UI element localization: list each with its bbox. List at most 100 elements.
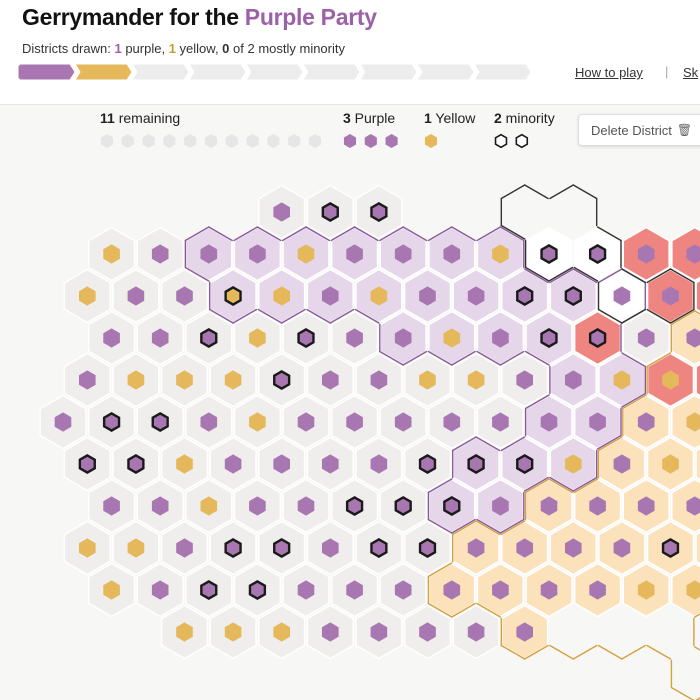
board-cell[interactable] <box>622 226 670 282</box>
board-cell[interactable] <box>428 226 476 282</box>
board-cell[interactable] <box>63 436 111 492</box>
board-cell[interactable] <box>573 310 622 366</box>
board-cell[interactable] <box>160 268 209 324</box>
board-cell[interactable] <box>452 604 500 660</box>
board-cell[interactable] <box>306 436 354 492</box>
board-cell[interactable] <box>355 352 403 408</box>
board-cell[interactable] <box>185 562 233 618</box>
board-cell[interactable] <box>598 520 646 576</box>
board-cell[interactable] <box>403 520 452 576</box>
board-cell[interactable] <box>160 436 209 492</box>
board-cell[interactable] <box>160 604 209 660</box>
board-cell[interactable] <box>306 520 354 576</box>
board-cell[interactable] <box>622 394 670 450</box>
board-cell[interactable] <box>476 226 525 282</box>
board-cell[interactable] <box>501 604 549 660</box>
board-cell[interactable] <box>112 268 160 324</box>
board-cell[interactable] <box>695 354 700 407</box>
board-cell[interactable] <box>330 478 379 534</box>
board-cell[interactable] <box>646 268 695 324</box>
board-cell[interactable] <box>87 310 136 366</box>
board-cell[interactable] <box>185 226 233 282</box>
board-cell[interactable] <box>209 520 257 576</box>
board-cell[interactable] <box>622 310 670 366</box>
board-cell[interactable] <box>452 520 500 576</box>
board-cell[interactable] <box>136 478 184 534</box>
board-cell[interactable] <box>209 604 257 660</box>
board-cell[interactable] <box>476 562 525 618</box>
board-cell[interactable] <box>646 436 695 492</box>
board-cell[interactable] <box>330 562 379 618</box>
board-cell[interactable] <box>258 604 306 660</box>
board-cell[interactable] <box>233 562 282 618</box>
board-cell[interactable] <box>258 184 306 240</box>
skip-link[interactable]: Sk <box>683 65 699 80</box>
board-cell[interactable] <box>330 226 379 282</box>
board-cell[interactable] <box>598 436 646 492</box>
board-cell[interactable] <box>598 268 646 324</box>
board-cell[interactable] <box>549 520 597 576</box>
how-to-play-link[interactable]: How to play <box>575 65 643 80</box>
board-cell[interactable] <box>63 520 111 576</box>
board-cell[interactable] <box>233 394 282 450</box>
board-cell[interactable] <box>695 438 700 491</box>
board-cell[interactable] <box>355 184 403 240</box>
board-cell[interactable] <box>525 562 573 618</box>
board-cell[interactable] <box>233 226 282 282</box>
board-cell[interactable] <box>549 436 597 492</box>
board-cell[interactable] <box>330 310 379 366</box>
board-cell[interactable] <box>671 562 700 618</box>
board-cell[interactable] <box>282 562 330 618</box>
board-cell[interactable] <box>598 352 646 408</box>
board-cell[interactable] <box>282 226 330 282</box>
board-cell[interactable] <box>695 270 700 323</box>
delete-district-button[interactable]: Delete District 🗑 <box>578 114 700 146</box>
board-cell[interactable] <box>136 562 184 618</box>
board-cell[interactable] <box>379 478 427 534</box>
board-cell[interactable] <box>355 436 403 492</box>
board-cell[interactable] <box>501 352 549 408</box>
board-cell[interactable] <box>233 478 282 534</box>
board-cell[interactable] <box>501 436 549 492</box>
board-cell[interactable] <box>671 478 700 534</box>
board-cell[interactable] <box>452 268 500 324</box>
board-cell[interactable] <box>258 520 306 576</box>
board-cell[interactable] <box>622 562 670 618</box>
board-cell[interactable] <box>306 604 354 660</box>
board-cell[interactable] <box>258 436 306 492</box>
board-cell[interactable] <box>258 352 306 408</box>
board-cell[interactable] <box>379 394 427 450</box>
board-cell[interactable] <box>87 562 136 618</box>
board-cell[interactable] <box>282 310 330 366</box>
board-cell[interactable] <box>573 394 622 450</box>
board-cell[interactable] <box>355 604 403 660</box>
board-cell[interactable] <box>549 352 597 408</box>
board-cell[interactable] <box>355 520 403 576</box>
board-cell[interactable] <box>87 226 136 282</box>
board-cell[interactable] <box>646 520 695 576</box>
board-cell[interactable] <box>306 184 354 240</box>
board-cell[interactable] <box>282 478 330 534</box>
board-cell[interactable] <box>160 352 209 408</box>
board-cell[interactable] <box>501 268 549 324</box>
board-cell[interactable] <box>403 436 452 492</box>
board-cell[interactable] <box>403 352 452 408</box>
board-cell[interactable] <box>160 520 209 576</box>
board-cell[interactable] <box>525 478 573 534</box>
board-cell[interactable] <box>209 436 257 492</box>
board-cell[interactable] <box>476 478 525 534</box>
board-cell[interactable] <box>209 268 257 324</box>
board-cell[interactable] <box>185 394 233 450</box>
board-cell[interactable] <box>185 478 233 534</box>
board-cell[interactable] <box>525 310 573 366</box>
board-cell[interactable] <box>87 478 136 534</box>
board-cell[interactable] <box>63 352 111 408</box>
board-cell[interactable] <box>428 478 476 534</box>
board-cell[interactable] <box>671 226 700 282</box>
board-cell[interactable] <box>355 268 403 324</box>
board-cell[interactable] <box>379 226 427 282</box>
board-cell[interactable] <box>428 562 476 618</box>
board-cell[interactable] <box>379 562 427 618</box>
board-cell[interactable] <box>136 226 184 282</box>
board-cell[interactable] <box>136 310 184 366</box>
